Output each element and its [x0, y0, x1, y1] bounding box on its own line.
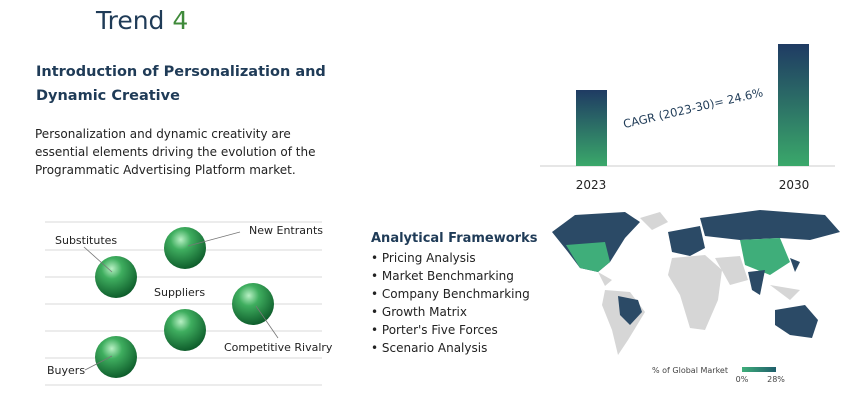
bar-2023 [576, 90, 607, 166]
world-map [552, 210, 840, 355]
cagr-annotation: CAGR (2023-30)= 24.6% [622, 85, 765, 131]
framework-item: • Scenario Analysis [371, 341, 488, 355]
intro-body: Personalization and dynamic creativity a… [35, 127, 316, 177]
spheres [95, 227, 274, 378]
force-labels: Substitutes New Entrants Suppliers Compe… [47, 224, 333, 377]
legend-bar [742, 367, 776, 372]
year-label: 2030 [779, 178, 810, 192]
force-label: Competitive Rivalry [224, 341, 333, 354]
intro-heading: Introduction of Personalization and Dyna… [36, 64, 326, 104]
title-number: 4 [172, 6, 189, 35]
force-label: Buyers [47, 364, 85, 377]
framework-item: • Company Benchmarking [371, 287, 530, 301]
bar-2030 [778, 44, 809, 166]
framework-item: • Growth Matrix [371, 305, 467, 319]
framework-text: Pricing Analysis [381, 251, 476, 265]
year-label: 2023 [576, 178, 607, 192]
framework-item: • Market Benchmarking [371, 269, 514, 283]
framework-text: Growth Matrix [381, 305, 467, 319]
framework-item: • Porter's Five Forces [371, 323, 498, 337]
frameworks-list: • Pricing Analysis • Market Benchmarking •… [371, 249, 537, 357]
force-label: New Entrants [249, 224, 323, 237]
framework-text: Porter's Five Forces [381, 323, 498, 337]
title: Trend 4 [96, 6, 188, 35]
frameworks: Analytical Frameworks • Pricing Analysis… [371, 230, 537, 357]
force-label: Suppliers [154, 286, 205, 299]
legend-title: % of Global Market [652, 366, 728, 375]
force-lines [45, 221, 322, 386]
frameworks-title: Analytical Frameworks [371, 231, 538, 246]
leaders [83, 231, 279, 371]
framework-item: • Pricing Analysis [371, 251, 476, 265]
legend-min: 0% [736, 375, 749, 384]
legend-max: 28% [767, 375, 785, 384]
title-word: Trend [96, 6, 165, 35]
force-label: Substitutes [55, 234, 117, 247]
framework-text: Company Benchmarking [381, 287, 530, 301]
framework-text: Market Benchmarking [381, 269, 514, 283]
framework-text: Scenario Analysis [381, 341, 488, 355]
